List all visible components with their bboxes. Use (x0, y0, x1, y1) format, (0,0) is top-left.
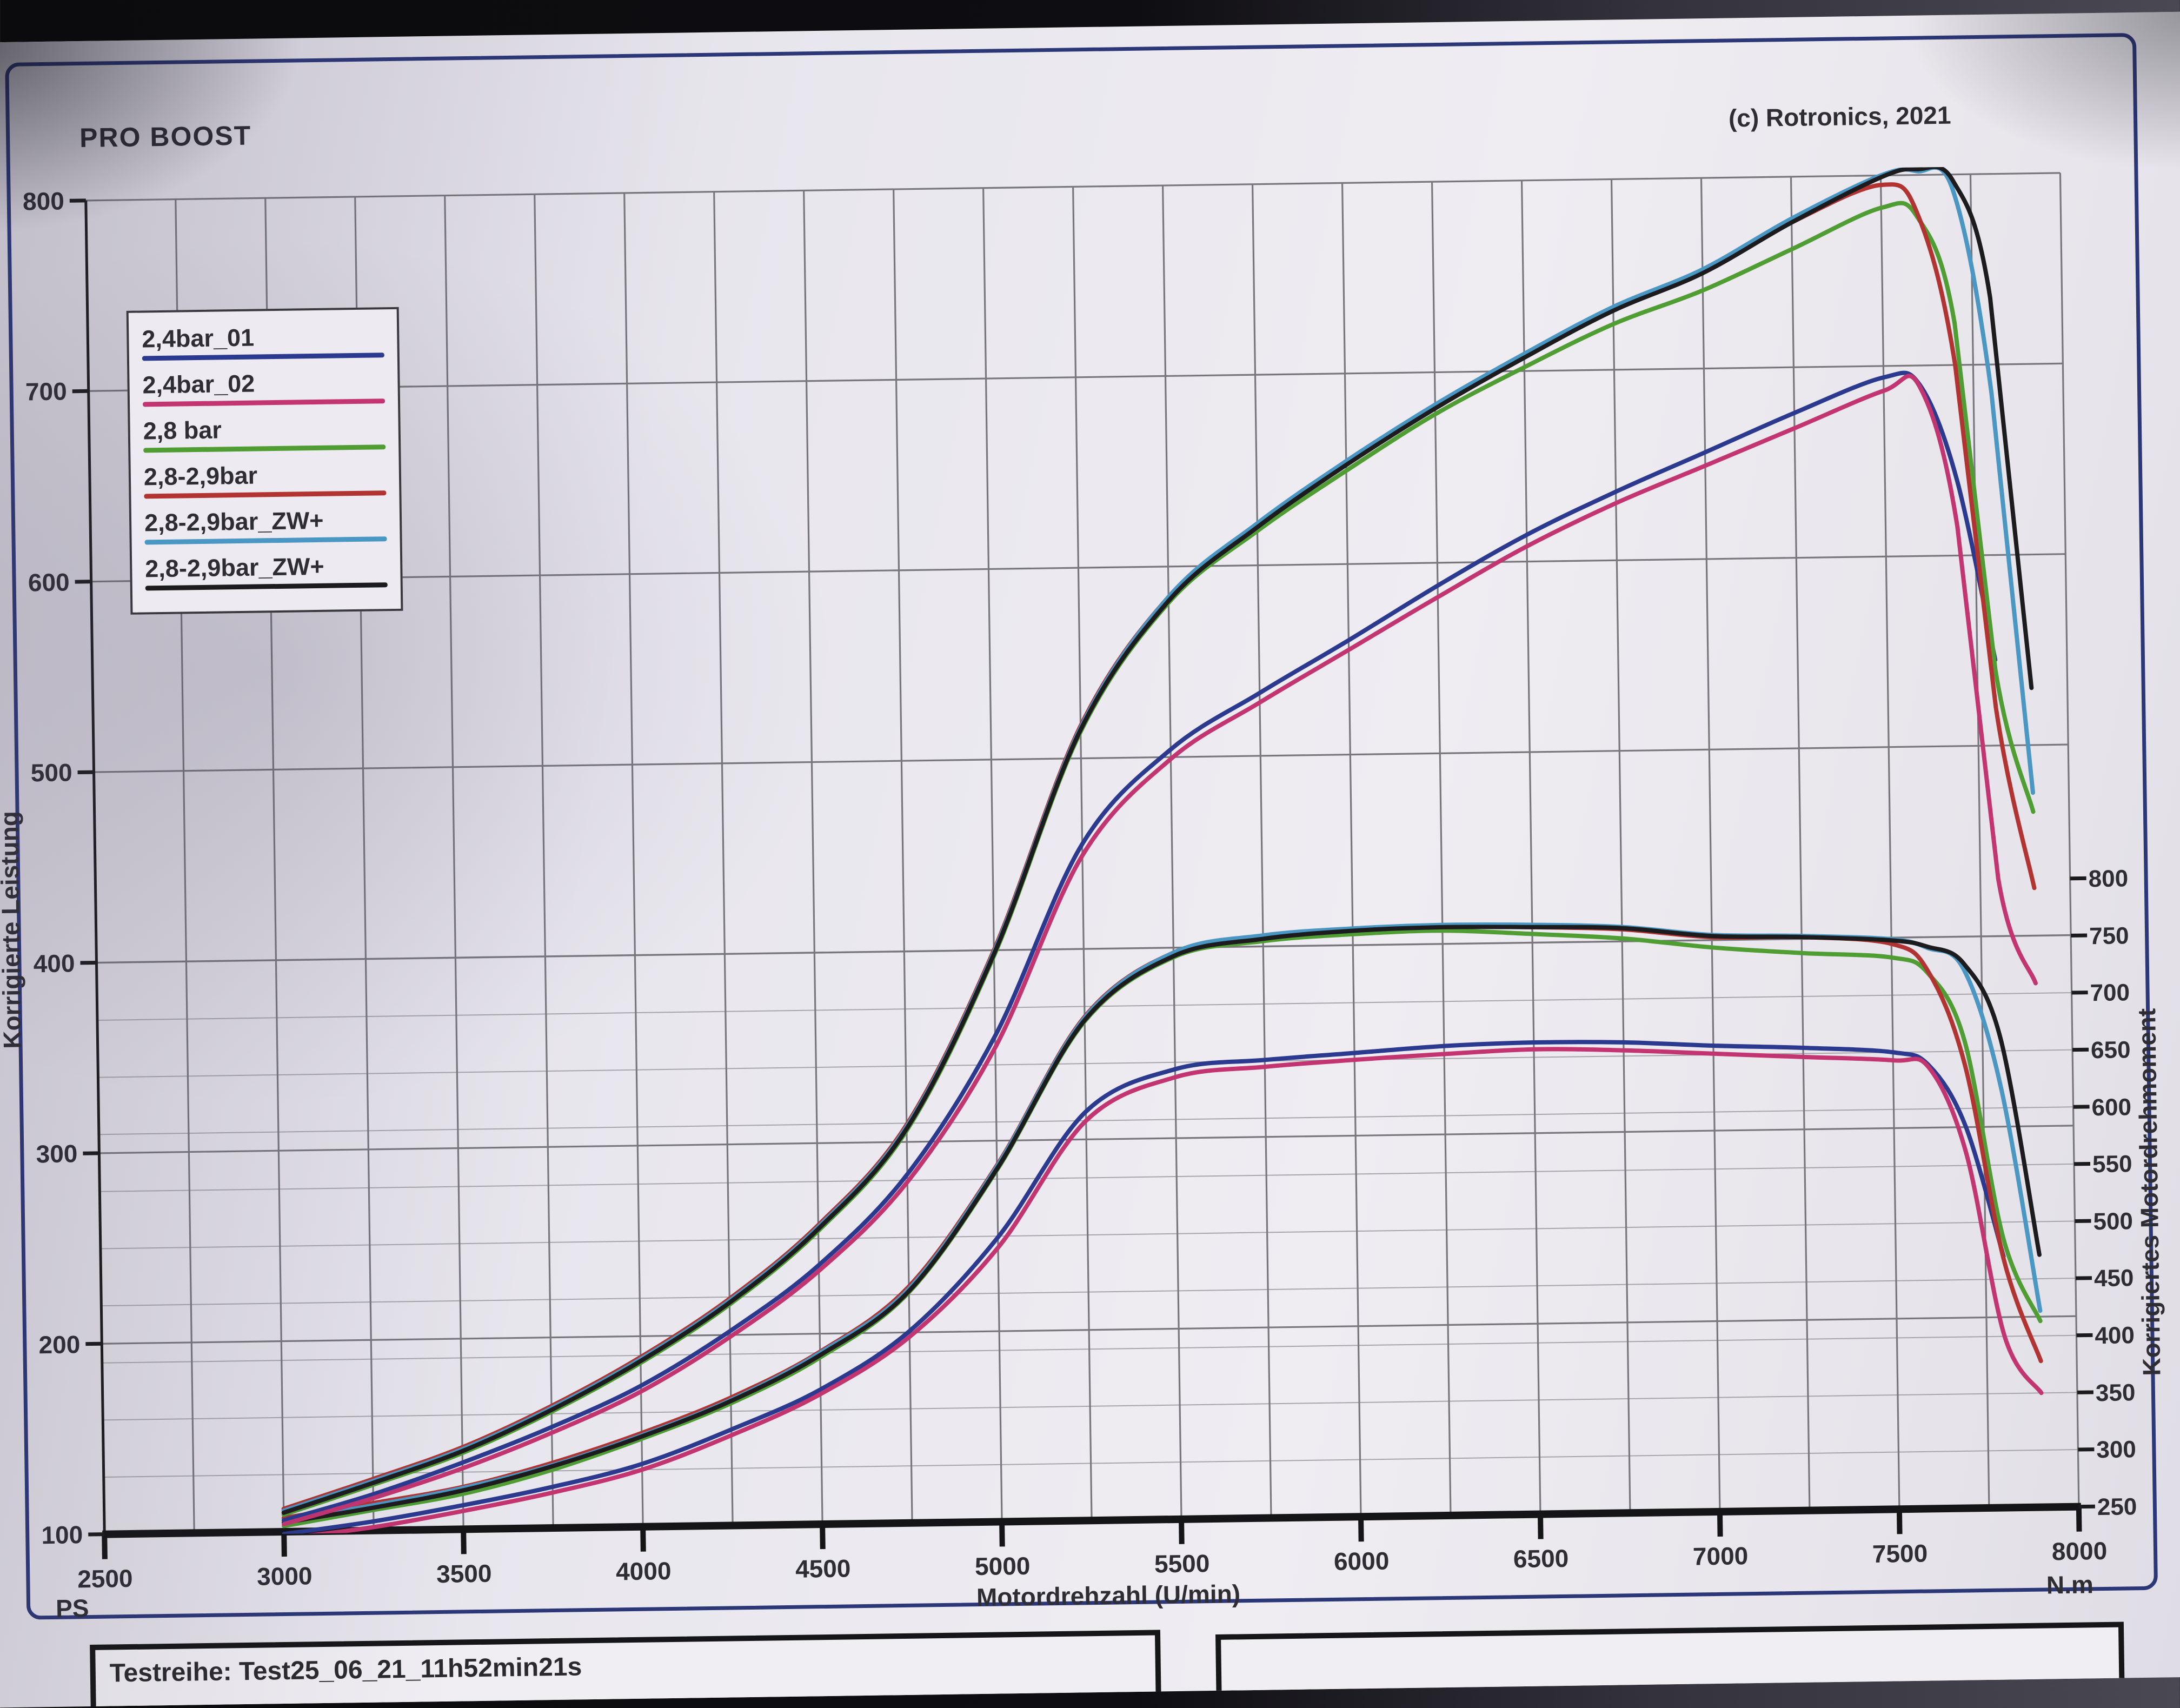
right-tick-label-400: 400 (2095, 1321, 2165, 1350)
gridline-vertical (1970, 174, 1989, 1508)
right-tick-label-350: 350 (2096, 1378, 2166, 1407)
legend-item-28bar: 2,8 bar (143, 411, 386, 453)
left-tick-label-200: 200 (15, 1330, 81, 1359)
x-tick-label-7500: 7500 (1840, 1539, 1960, 1569)
gridline-vertical (1702, 178, 1720, 1512)
x-tick-label-3500: 3500 (404, 1559, 524, 1589)
right-tick-label-700: 700 (2090, 979, 2161, 1008)
right-tick-label-550: 550 (2092, 1150, 2163, 1179)
legend-item-2829bar-zw-2: 2,8-2,9bar_ZW+ (145, 549, 388, 590)
gridline-vertical (535, 194, 553, 1528)
left-tick-label-600: 600 (4, 568, 70, 597)
power-curve-1 (268, 374, 2043, 1524)
left-tick-label-400: 400 (10, 949, 75, 978)
x-tick-label-2500: 2500 (45, 1564, 165, 1593)
gridline-vertical (714, 192, 733, 1526)
x-tick-label-5000: 5000 (943, 1551, 1062, 1581)
bottom-tick (1899, 1509, 1900, 1534)
gridline-vertical (1612, 179, 1630, 1513)
gridline-vertical (894, 189, 912, 1523)
left-tick-label-500: 500 (7, 759, 72, 788)
x-tick-label-4500: 4500 (763, 1554, 883, 1584)
power-curve-3 (265, 183, 2043, 1509)
footer-right-box (1215, 1622, 2125, 1708)
legend-item-2829bar: 2,8-2,9bar (144, 457, 387, 499)
gridline-vertical (1432, 182, 1451, 1516)
left-axis-line (86, 201, 104, 1534)
left-tick-label-800: 800 (0, 187, 64, 216)
gridline-vertical (804, 190, 822, 1524)
gridline-vertical (1522, 181, 1540, 1514)
right-tick-label-800: 800 (2088, 864, 2159, 893)
legend-label: 2,8 bar (143, 411, 386, 448)
legend-label: 2,8-2,9bar (144, 457, 387, 494)
gridline-vertical (1253, 184, 1271, 1518)
x-tick-label-8000: 8000 (2020, 1536, 2139, 1566)
left-tick-label-700: 700 (2, 377, 67, 407)
bottom-tick (822, 1524, 823, 1549)
gridline-vertical (624, 193, 643, 1527)
bottom-tick (1181, 1519, 1182, 1544)
footer-testreihe-text: Testreihe: Test25_06_21_11h52min21s (95, 1636, 1155, 1689)
right-tick-label-300: 300 (2096, 1435, 2167, 1465)
right-tick-label-750: 750 (2089, 921, 2160, 951)
right-axis-unit: N.m (2046, 1570, 2094, 1599)
paper-sheet: PRO BOOST (c) Rotronics, 2021 2,4bar_01 … (0, 11, 2180, 1707)
gridline-vertical (2060, 173, 2078, 1507)
gridline-vertical (445, 196, 463, 1530)
left-axis-unit: PS (56, 1594, 89, 1623)
photo-of-dyno-chart: { "page": { "title": "PRO BOOST", "copyr… (0, 0, 2180, 1635)
legend-item-24bar-02: 2,4bar_02 (142, 365, 385, 407)
left-tick-label-300: 300 (12, 1139, 78, 1168)
x-tick-label-6000: 6000 (1302, 1546, 1421, 1576)
torque-curve-0 (277, 1036, 2007, 1534)
right-tick-label-250: 250 (2097, 1492, 2168, 1521)
dyno-chart (0, 12, 2173, 1678)
legend-item-2829bar-zw-1: 2,8-2,9bar_ZW+ (144, 503, 387, 544)
x-tick-label-6500: 6500 (1481, 1544, 1601, 1573)
legend-label: 2,8-2,9bar_ZW+ (144, 503, 387, 540)
right-tick-label-500: 500 (2093, 1207, 2164, 1236)
gridline-vertical (1342, 183, 1361, 1517)
right-tick-label-650: 650 (2091, 1035, 2162, 1065)
torque-curve-3 (276, 918, 2043, 1518)
x-tick-label-7000: 7000 (1661, 1541, 1780, 1571)
gridline-vertical (1163, 185, 1181, 1519)
left-tick-label-100: 100 (18, 1520, 83, 1550)
legend-item-24bar-01: 2,4bar_01 (142, 319, 384, 361)
chart-legend: 2,4bar_01 2,4bar_02 2,8 bar 2,8-2,9bar 2… (127, 307, 403, 615)
bottom-tick (104, 1534, 105, 1559)
legend-label: 2,4bar_01 (142, 319, 384, 356)
gridline-vertical (1791, 177, 1809, 1511)
x-tick-label-5500: 5500 (1122, 1549, 1242, 1578)
gridline-vertical (983, 188, 1002, 1522)
bottom-tick (1540, 1514, 1541, 1539)
power-curve-2 (265, 201, 2043, 1514)
legend-label: 2,8-2,9bar_ZW+ (145, 549, 388, 586)
right-tick-label-450: 450 (2094, 1264, 2165, 1293)
x-tick-label-4000: 4000 (584, 1556, 703, 1586)
bottom-tick (463, 1529, 464, 1554)
right-tick-label-600: 600 (2091, 1093, 2162, 1122)
legend-label: 2,4bar_02 (142, 365, 385, 402)
x-tick-label-3000: 3000 (225, 1561, 344, 1591)
